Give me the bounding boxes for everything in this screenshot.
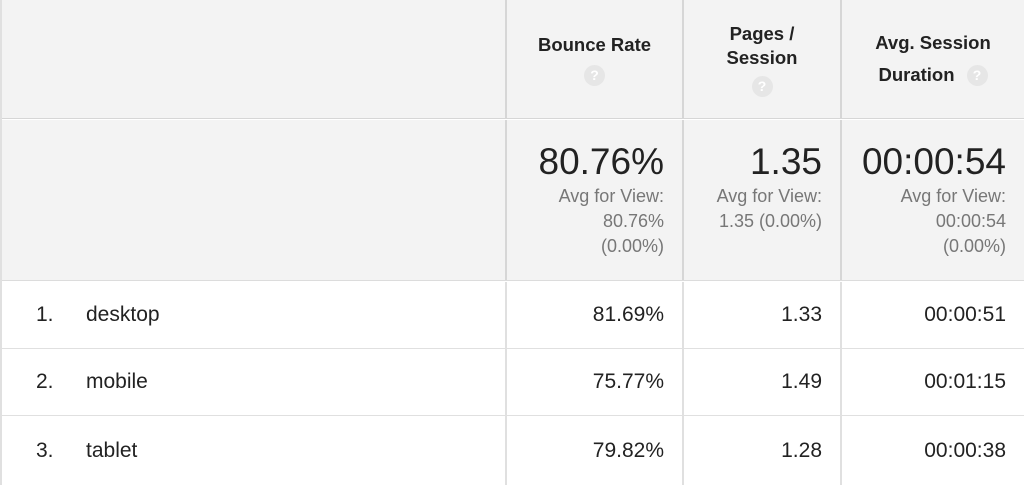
summary-bounce-rate: 80.76% Avg for View: 80.76% (0.00%) [505,120,682,280]
summary-bounce-rate-avg-value: 80.76% [602,211,664,231]
summary-row: 80.76% Avg for View: 80.76% (0.00%) 1.35… [0,120,1024,281]
summary-avg-duration-avg-delta: (0.00%) [942,236,1006,256]
summary-pages-session-avg-label: Avg for View: [716,186,822,206]
summary-avg-duration-avg-value: 00:00:54 [935,211,1006,231]
row-pages-session: 1.33 [781,303,822,326]
row-device-link[interactable]: desktop [86,303,160,326]
header-pages-session[interactable]: Pages / Session ? [682,0,840,118]
summary-pages-session-value: 1.35 [749,141,822,182]
row-pages-session: 1.49 [781,370,822,393]
summary-avg-duration: 00:00:54 Avg for View: 00:00:54 (0.00%) [840,120,1024,280]
row-index: 3. [36,438,54,462]
help-icon[interactable]: ? [966,64,988,86]
table-row: 3. tablet 79.82% 1.28 00:00:38 [0,416,1024,485]
row-device-link[interactable]: tablet [86,438,138,462]
header-avg-session-duration[interactable]: Avg. Session Duration ? [840,0,1024,118]
help-icon[interactable]: ? [584,64,605,86]
table-row: 1. desktop 81.69% 1.33 00:00:51 [0,282,1024,349]
summary-bounce-rate-avg-label: Avg for View: [558,186,664,206]
summary-avg-duration-value: 00:00:54 [861,141,1006,182]
row-index: 1. [36,303,54,326]
header-dimension-cell [0,0,505,118]
summary-pages-session-avg-value: 1.35 (0.00%) [718,211,822,231]
table-left-border [0,0,2,485]
help-icon[interactable]: ? [751,75,773,97]
summary-dimension-cell [0,120,505,280]
summary-bounce-rate-avg-delta: (0.00%) [600,236,664,256]
row-bounce-rate: 75.77% [592,370,664,393]
header-bounce-rate[interactable]: Bounce Rate ? [505,0,682,118]
row-avg-duration: 00:01:15 [924,370,1006,393]
table-header: Bounce Rate ? Pages / Session ? Avg. Ses… [0,0,1024,119]
row-index: 2. [36,370,54,393]
summary-bounce-rate-value: 80.76% [538,141,665,182]
row-device-link[interactable]: mobile [86,370,148,393]
summary-pages-session: 1.35 Avg for View: 1.35 (0.00%) [682,120,840,280]
row-pages-session: 1.28 [781,438,822,462]
row-avg-duration: 00:00:51 [924,303,1006,326]
row-bounce-rate: 79.82% [592,438,664,462]
header-pages-session-line2: Session [726,46,798,68]
header-avg-duration-line1: Avg. Session [875,32,991,53]
table-row: 2. mobile 75.77% 1.49 00:01:15 [0,349,1024,416]
header-pages-session-line1: Pages / [729,22,795,44]
header-bounce-rate-label: Bounce Rate [537,33,652,55]
summary-avg-duration-avg-label: Avg for View: [900,186,1006,206]
row-bounce-rate: 81.69% [592,303,664,326]
header-avg-duration-line2: Duration [878,64,955,85]
row-avg-duration: 00:00:38 [924,438,1006,462]
